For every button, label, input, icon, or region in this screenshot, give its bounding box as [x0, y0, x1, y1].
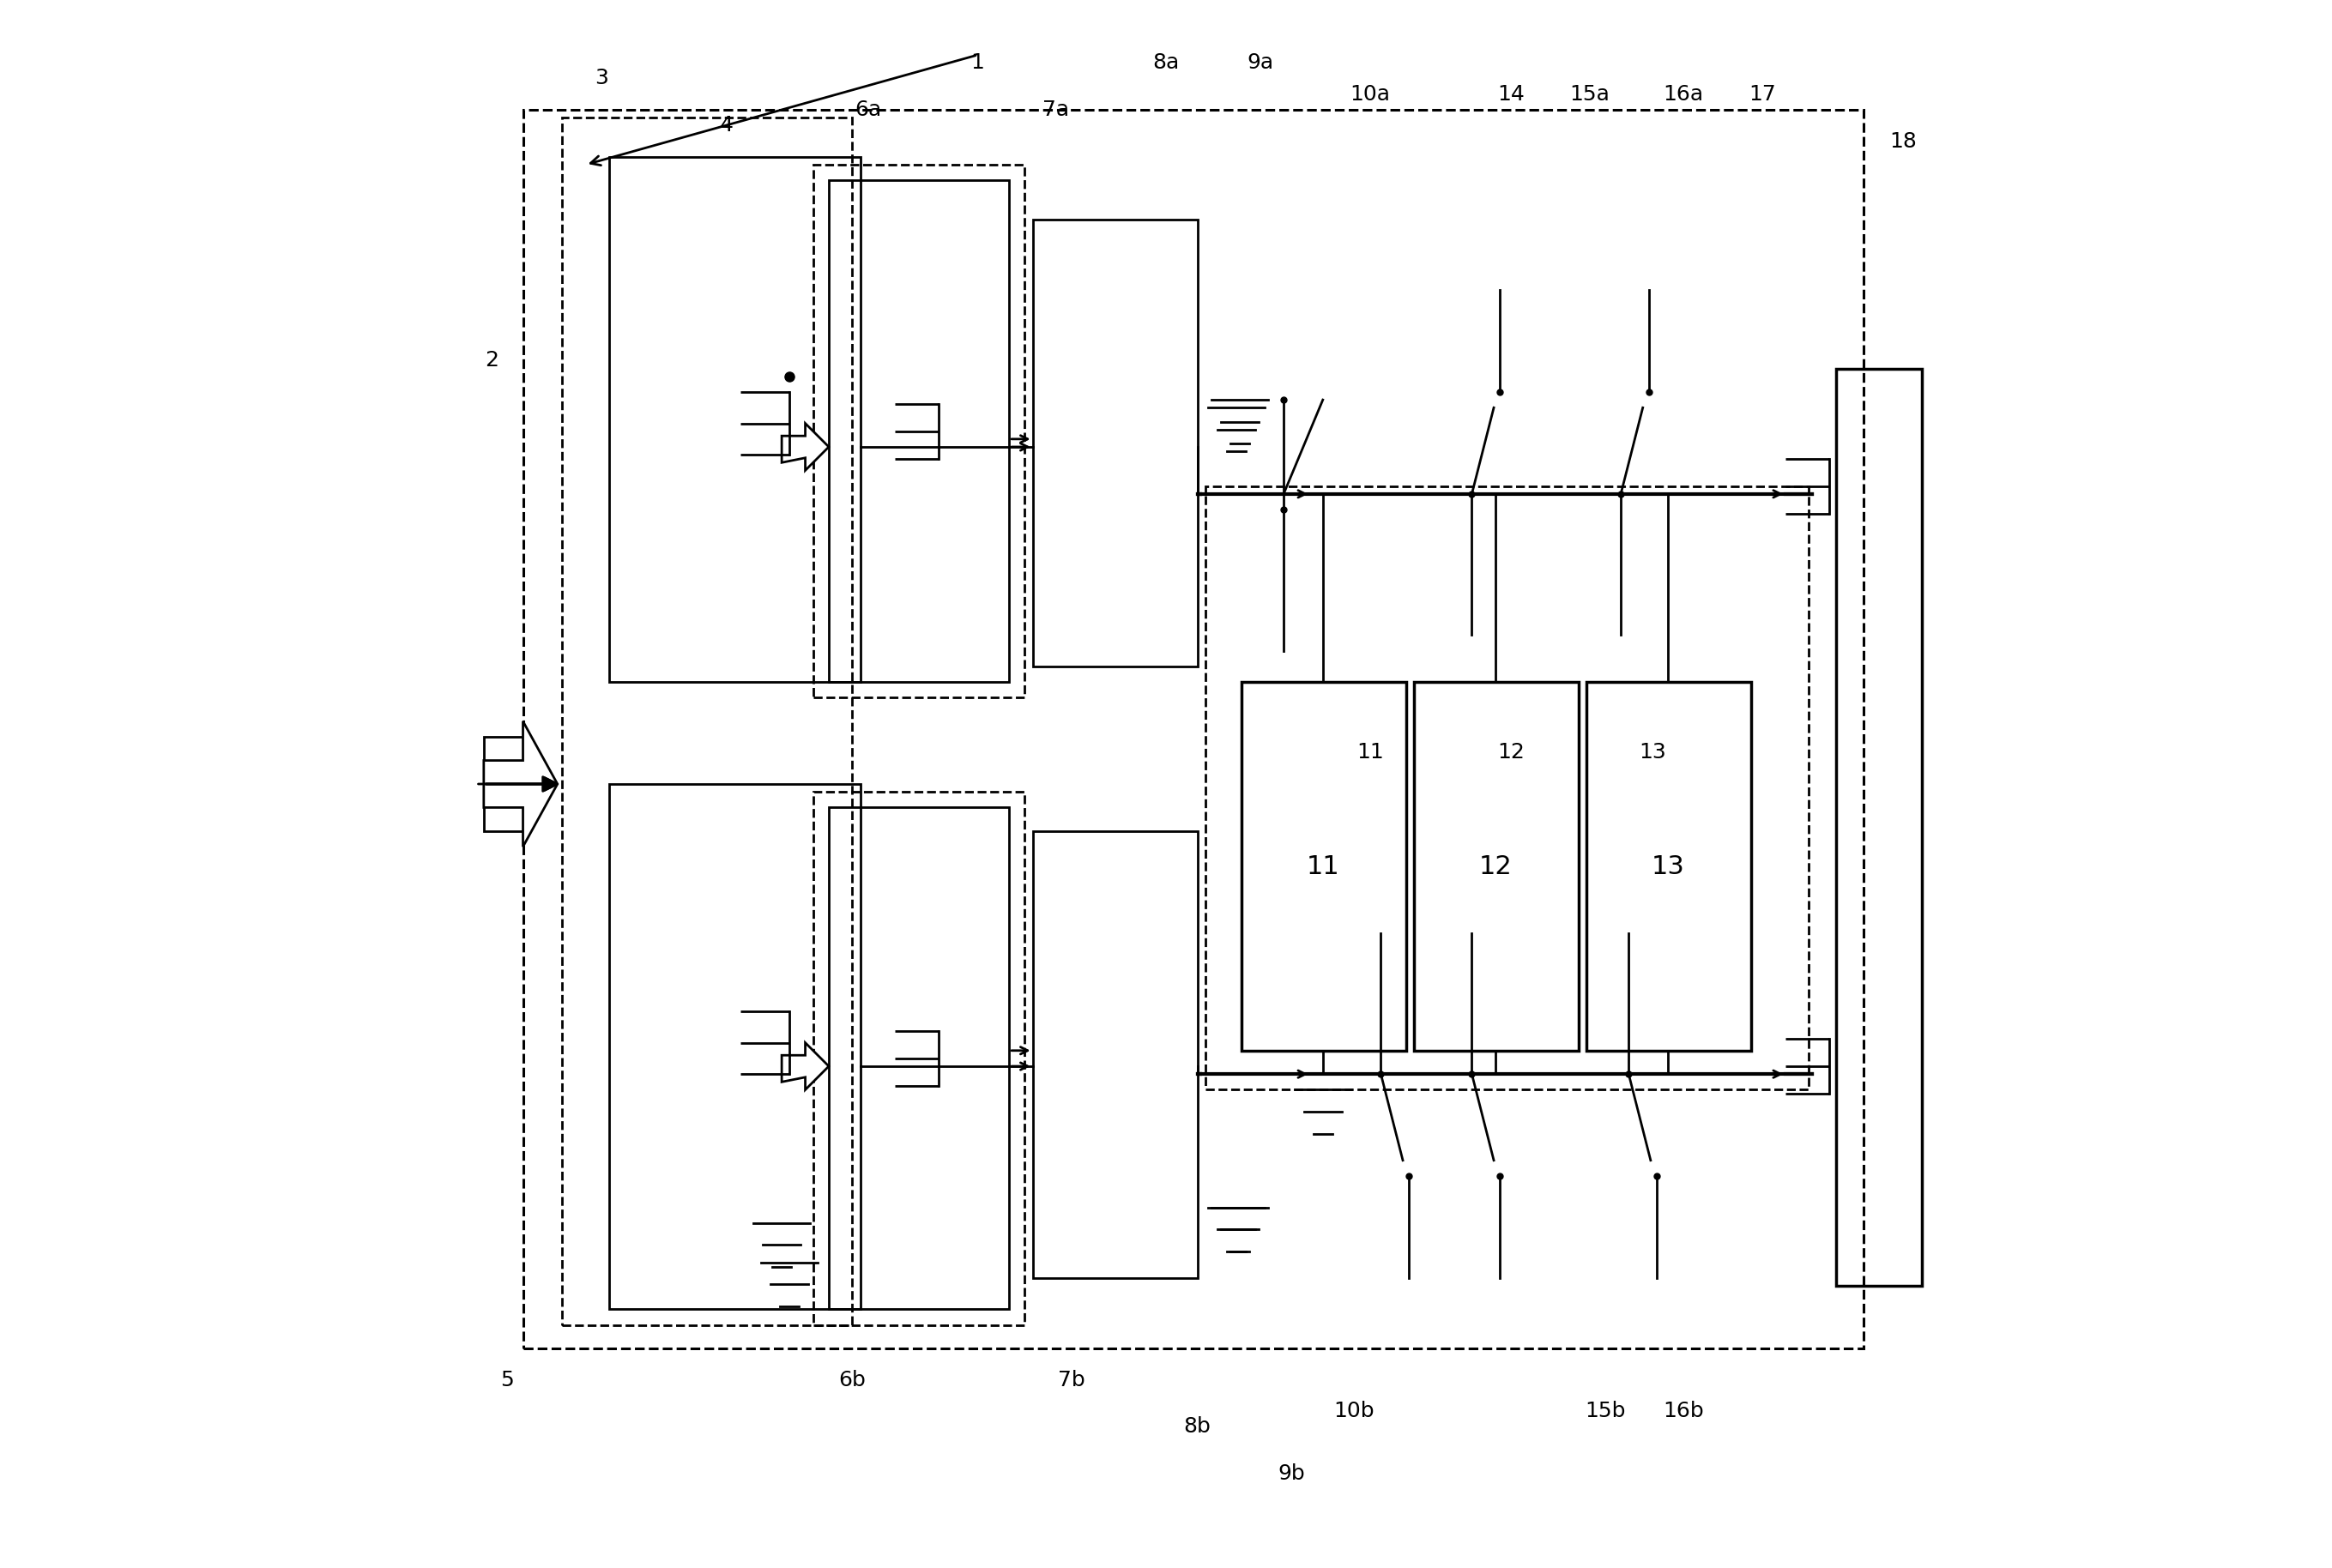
Bar — [1033, 831, 1196, 1278]
Bar — [814, 165, 1024, 698]
Polygon shape — [483, 721, 557, 847]
Text: 14: 14 — [1497, 83, 1525, 105]
Text: 6b: 6b — [840, 1369, 865, 1391]
Text: 7b: 7b — [1059, 1369, 1084, 1391]
Text: 12: 12 — [1478, 855, 1511, 880]
Text: 1: 1 — [970, 52, 984, 74]
Text: 15b: 15b — [1586, 1400, 1625, 1422]
Bar — [1241, 682, 1406, 1051]
Text: 8a: 8a — [1152, 52, 1180, 74]
Text: 10b: 10b — [1334, 1400, 1374, 1422]
Text: 13: 13 — [1651, 855, 1684, 880]
Text: 16b: 16b — [1663, 1400, 1705, 1422]
Bar — [522, 110, 1863, 1348]
Text: 9b: 9b — [1278, 1463, 1306, 1485]
Text: 13: 13 — [1639, 742, 1665, 764]
Text: 4: 4 — [721, 114, 735, 136]
Bar — [814, 792, 1024, 1325]
Bar — [1413, 682, 1579, 1051]
Text: 10a: 10a — [1350, 83, 1390, 105]
Polygon shape — [781, 1043, 828, 1090]
Text: 8b: 8b — [1185, 1416, 1210, 1438]
Text: 9a: 9a — [1248, 52, 1273, 74]
Text: 6a: 6a — [854, 99, 881, 121]
Bar — [609, 157, 861, 682]
Text: 11: 11 — [1357, 742, 1383, 764]
Bar — [1835, 368, 1922, 1286]
Text: 18: 18 — [1889, 130, 1917, 152]
Text: 5: 5 — [501, 1369, 513, 1391]
Polygon shape — [781, 423, 828, 470]
Bar — [562, 118, 851, 1325]
Text: 7a: 7a — [1042, 99, 1070, 121]
Bar — [1206, 486, 1810, 1090]
Text: 11: 11 — [1306, 855, 1339, 880]
Text: 2: 2 — [485, 350, 499, 372]
Text: 17: 17 — [1749, 83, 1775, 105]
Bar — [609, 784, 861, 1309]
Bar — [828, 808, 1010, 1309]
Text: 3: 3 — [595, 67, 609, 89]
Bar — [1033, 220, 1196, 666]
Text: 12: 12 — [1497, 742, 1525, 764]
Text: 15a: 15a — [1569, 83, 1609, 105]
Text: 16a: 16a — [1663, 83, 1705, 105]
Bar — [828, 180, 1010, 682]
Bar — [1586, 682, 1751, 1051]
